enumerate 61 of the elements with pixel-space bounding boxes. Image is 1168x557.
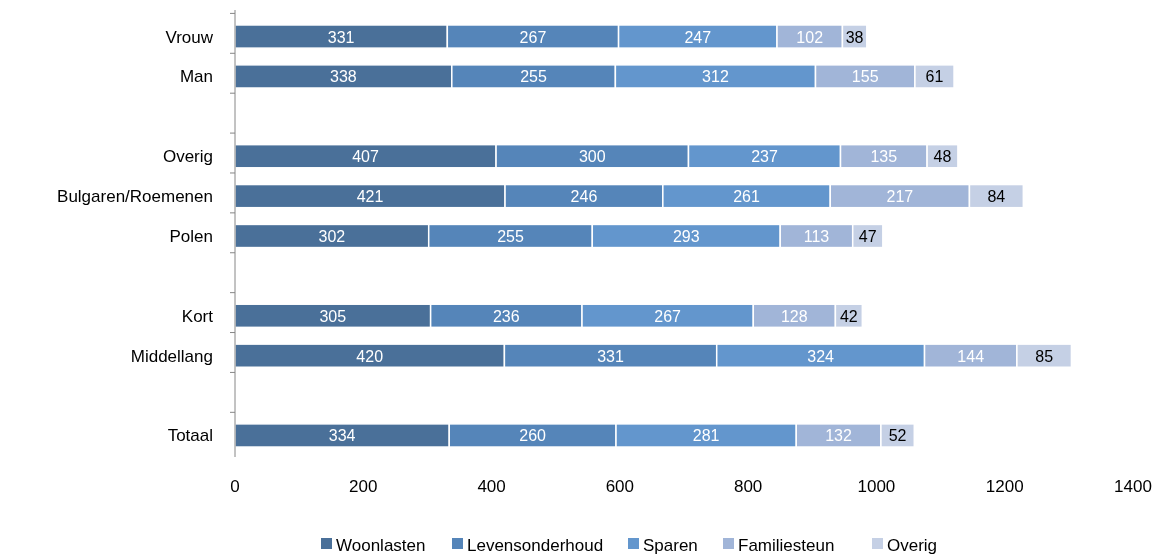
y-tick-label: Polen — [169, 227, 213, 246]
y-tick-label: Vrouw — [165, 27, 214, 47]
x-tick-label: 1400 — [1114, 477, 1152, 496]
data-label: 42 — [839, 307, 858, 325]
x-tick-label: 400 — [477, 477, 506, 496]
data-label: 324 — [807, 347, 835, 365]
legend-label: Levensonderhoud — [467, 536, 604, 555]
x-tick-label: 200 — [349, 477, 378, 496]
data-label: 331 — [597, 347, 624, 365]
data-label: 312 — [702, 68, 729, 86]
y-tick-label: Man — [179, 67, 213, 87]
data-label: 113 — [803, 228, 830, 245]
data-label: 331 — [327, 28, 355, 46]
data-label: 61 — [925, 68, 944, 86]
data-label: 293 — [672, 228, 700, 245]
data-label: 155 — [851, 68, 879, 86]
legend-label: Woonlasten — [336, 536, 426, 555]
data-label: 300 — [578, 148, 606, 166]
data-label: 132 — [825, 427, 853, 445]
data-label: 305 — [319, 307, 347, 325]
legend-label: Overig — [887, 536, 938, 555]
data-label: 236 — [492, 307, 520, 325]
data-label: 267 — [519, 28, 547, 46]
data-label: 246 — [570, 188, 598, 206]
data-label: 421 — [356, 188, 384, 206]
y-tick-label: Middellang — [130, 346, 213, 366]
y-tick-label: Totaal — [167, 426, 213, 446]
data-label: 255 — [520, 68, 548, 86]
y-tick-label: Overig — [162, 147, 213, 167]
data-label: 85 — [1035, 347, 1054, 365]
x-tick-label: 1000 — [857, 477, 896, 496]
data-label: 302 — [318, 228, 346, 245]
x-tick-label: 800 — [733, 477, 763, 496]
data-label: 260 — [519, 427, 547, 445]
data-label: 102 — [796, 28, 824, 46]
legend-label: Sparen — [643, 536, 698, 555]
data-label: 135 — [870, 148, 898, 166]
data-label: 52 — [888, 427, 907, 445]
data-label: 144 — [957, 347, 985, 365]
data-label: 128 — [780, 307, 808, 325]
data-label: 237 — [751, 148, 778, 166]
x-tick-label: 0 — [230, 477, 240, 496]
x-tick-label: 600 — [605, 477, 635, 496]
legend-label: Familiesteun — [738, 536, 835, 555]
data-label: 38 — [845, 28, 864, 46]
y-tick-label: Kort — [181, 306, 214, 326]
data-label: 281 — [692, 427, 720, 445]
data-label: 267 — [654, 307, 682, 325]
data-label: 247 — [684, 28, 712, 46]
data-label: 48 — [933, 148, 952, 166]
data-label: 47 — [858, 228, 877, 245]
x-tick-label: 1200 — [985, 477, 1024, 496]
data-label: 261 — [733, 188, 760, 206]
data-label: 217 — [886, 188, 914, 206]
data-label: 255 — [497, 228, 524, 245]
data-label: 407 — [352, 148, 379, 166]
data-label: 334 — [328, 427, 356, 445]
y-tick-label: Bulgaren/Roemenen — [57, 187, 213, 207]
data-label: 420 — [356, 347, 384, 365]
data-label: 84 — [987, 188, 1006, 206]
data-label: 338 — [330, 68, 357, 86]
